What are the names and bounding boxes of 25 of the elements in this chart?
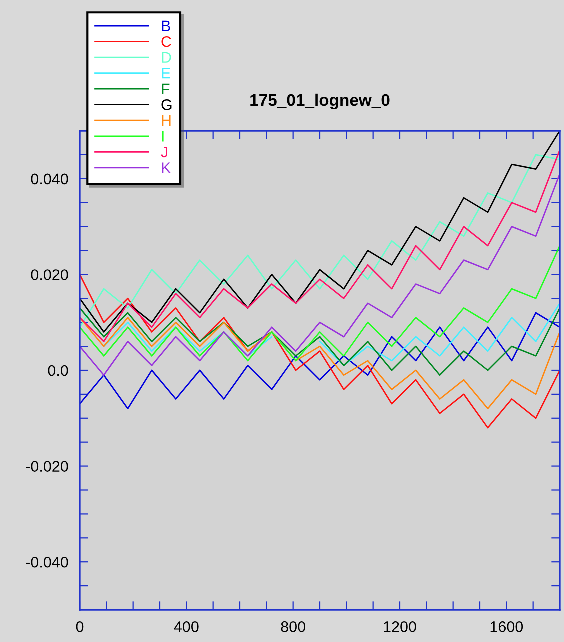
- line-series: [80, 173, 560, 376]
- legend-label: D: [162, 52, 172, 63]
- line-series: [80, 308, 560, 376]
- legend-label: E: [162, 68, 171, 79]
- y-tick-label: 0.0: [48, 365, 68, 376]
- line-series: [80, 274, 560, 429]
- x-tick-label: 0: [76, 622, 84, 632]
- legend-label: G: [162, 100, 172, 110]
- chart-title: 175_01_lognew_0: [250, 94, 390, 110]
- y-tick-label: 0.040: [31, 174, 68, 185]
- legend-label: C: [162, 36, 172, 48]
- legend-label: I: [162, 131, 164, 142]
- legend-label: H: [162, 115, 171, 126]
- y-tick-label: 0.020: [31, 270, 68, 280]
- y-tick-label: -0.020: [26, 461, 68, 472]
- legend-label: J: [161, 146, 168, 158]
- x-tick-label: 800: [281, 622, 306, 632]
- x-tick-label: 1200: [384, 622, 416, 632]
- legend-label: K: [162, 162, 171, 174]
- legend-label: F: [162, 84, 170, 94]
- x-tick-label: 1600: [490, 622, 524, 632]
- line-series: [80, 245, 560, 362]
- y-tick-label: -0.040: [26, 556, 68, 568]
- legend-label: B: [162, 20, 170, 32]
- x-tick-label: 400: [174, 622, 199, 632]
